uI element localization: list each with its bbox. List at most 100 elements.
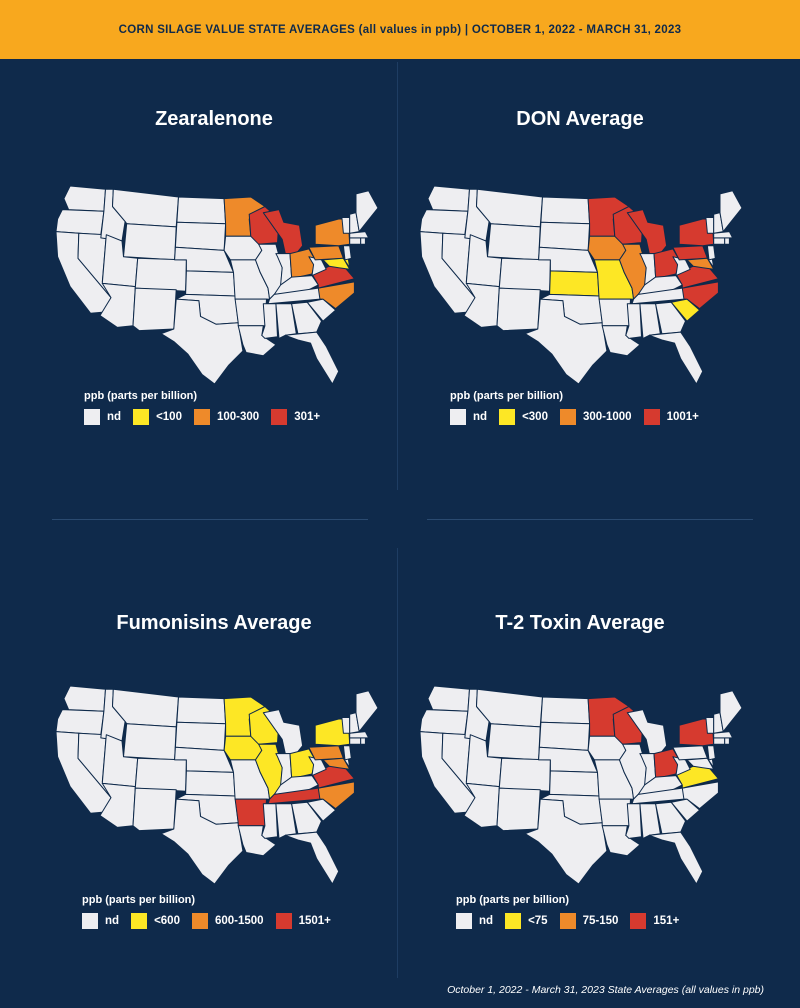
state-fl	[648, 331, 704, 385]
legend: ppb (parts per billion) nd <100 100-300 301+	[84, 390, 332, 425]
state-ms	[625, 803, 642, 839]
state-vt	[341, 717, 351, 734]
state-ri	[724, 237, 730, 245]
state-sd	[538, 221, 591, 251]
legend-swatch-nd	[82, 913, 98, 929]
state-me	[355, 190, 379, 233]
state-sd	[174, 721, 227, 751]
state-la	[237, 325, 277, 357]
state-sd	[538, 721, 591, 751]
state-or	[419, 209, 469, 236]
state-nd	[540, 696, 591, 725]
legend-swatch-mid	[559, 409, 576, 425]
state-wa	[63, 185, 106, 212]
legend-title: ppb (parts per billion)	[450, 390, 564, 402]
state-fl	[648, 831, 704, 885]
state-pa	[672, 245, 708, 261]
state-ks	[185, 770, 236, 797]
state-sd	[174, 221, 227, 251]
state-nd	[176, 696, 227, 725]
state-nj	[342, 245, 352, 261]
state-la	[237, 825, 277, 857]
legend-swatch-mid	[191, 913, 208, 929]
state-sc	[306, 798, 337, 822]
state-ma	[349, 731, 370, 739]
legend-label: 1501+	[298, 915, 331, 927]
state-ga	[291, 801, 322, 835]
horizontal-divider-left	[52, 519, 368, 520]
legend-item: 1501+	[275, 913, 331, 929]
state-me	[719, 690, 743, 733]
legend-swatch-high	[275, 913, 292, 929]
legend-item: 100-300	[193, 409, 260, 425]
state-or	[419, 709, 469, 736]
state-nm	[496, 787, 541, 832]
state-nj	[706, 745, 716, 761]
state-co	[134, 757, 187, 792]
state-nj	[342, 745, 352, 761]
state-pa	[308, 745, 344, 761]
state-ma	[349, 231, 370, 239]
legend-item: nd	[450, 409, 487, 425]
legend-item: 301+	[271, 409, 320, 425]
state-ks	[185, 270, 236, 297]
map-panel-fumonisins-average: Fumonisins Average ppb (parts per billio…	[14, 560, 414, 990]
state-tx	[524, 298, 608, 385]
legend-swatch-nd	[84, 409, 100, 425]
header-title: CORN SILAGE VALUE STATE AVERAGES (all va…	[118, 23, 682, 36]
legend-label: 300-1000	[582, 411, 632, 423]
state-co	[498, 757, 551, 792]
state-tx	[160, 798, 244, 885]
legend-swatch-nd	[456, 913, 472, 929]
state-wy	[123, 223, 177, 261]
legend-item: nd	[82, 913, 119, 929]
state-ct	[349, 237, 362, 245]
state-or	[55, 709, 105, 736]
state-fl	[284, 331, 340, 385]
legend-item: <75	[505, 913, 548, 929]
state-nm	[132, 787, 177, 832]
legend-label: nd	[107, 411, 122, 423]
state-ct	[349, 737, 362, 745]
state-vt	[341, 217, 351, 234]
state-la	[601, 825, 641, 857]
state-wy	[123, 723, 177, 761]
state-me	[355, 690, 379, 733]
legend-swatch-low	[131, 913, 148, 929]
state-wy	[487, 723, 541, 761]
state-ms	[261, 803, 278, 839]
state-ct	[713, 237, 726, 245]
state-co	[134, 257, 187, 292]
state-md	[322, 757, 351, 770]
legend-item: 1001+	[643, 409, 699, 425]
state-or	[55, 209, 105, 236]
legend-label: 100-300	[216, 411, 260, 423]
legend-label: <75	[528, 915, 548, 927]
legend-swatch-low	[505, 913, 522, 929]
horizontal-divider-right	[427, 519, 753, 520]
state-la	[601, 325, 641, 357]
us-state-map	[419, 185, 743, 385]
legend-items: nd <100 100-300 301+	[84, 409, 332, 425]
legend-label: <100	[156, 411, 182, 423]
state-co	[498, 257, 551, 292]
map-panel-t2-toxin-average: T-2 Toxin Average ppb (parts per billion…	[380, 560, 780, 990]
legend-swatch-low	[499, 409, 516, 425]
map-panel-don-average: DON Average ppb (parts per billion) nd <30…	[380, 60, 780, 520]
legend-item: nd	[84, 409, 121, 425]
state-ar	[598, 298, 631, 327]
legend-title: ppb (parts per billion)	[82, 894, 196, 906]
state-pa	[308, 245, 344, 261]
state-md	[686, 257, 715, 270]
state-wy	[487, 223, 541, 261]
state-wa	[63, 685, 106, 712]
legend-label: 75-150	[582, 915, 619, 927]
legend-title: ppb (parts per billion)	[84, 390, 198, 402]
legend-label: nd	[479, 915, 494, 927]
legend-item: 600-1500	[191, 913, 264, 929]
legend-swatch-high	[271, 409, 288, 425]
state-ma	[713, 231, 734, 239]
legend-label: 301+	[294, 411, 321, 423]
state-ma	[713, 731, 734, 739]
state-wa	[427, 685, 470, 712]
